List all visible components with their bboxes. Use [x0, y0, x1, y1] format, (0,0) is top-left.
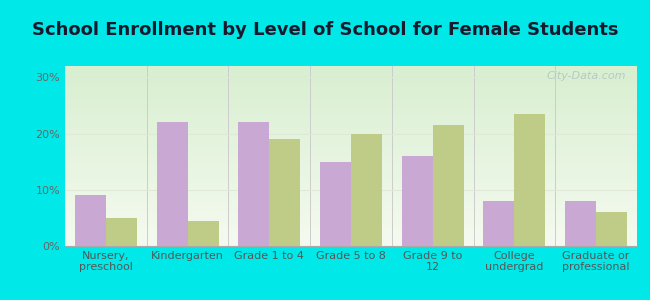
Bar [596, 212, 627, 246]
Bar [433, 125, 463, 246]
Bar [239, 122, 269, 246]
Bar [188, 221, 218, 246]
Bar [351, 134, 382, 246]
Bar [75, 195, 106, 246]
Bar [402, 156, 433, 246]
Bar [269, 139, 300, 246]
Bar [106, 218, 137, 246]
Text: School Enrollment by Level of School for Female Students: School Enrollment by Level of School for… [32, 21, 618, 39]
Text: City-Data.com: City-Data.com [546, 71, 625, 81]
Bar [565, 201, 596, 246]
Bar [320, 162, 351, 246]
Bar [484, 201, 514, 246]
Bar [157, 122, 188, 246]
Bar [514, 114, 545, 246]
